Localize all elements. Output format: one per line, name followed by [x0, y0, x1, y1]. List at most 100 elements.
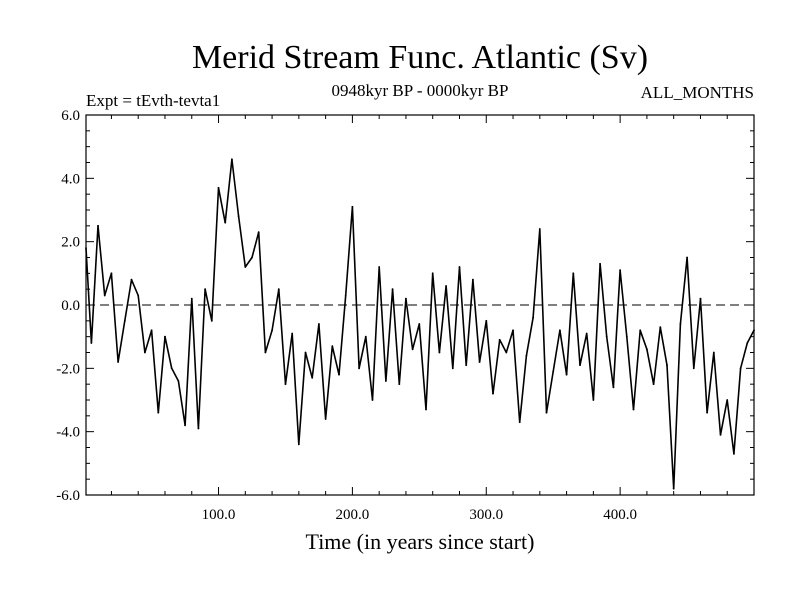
data-point — [599, 262, 601, 265]
data-point — [117, 361, 120, 363]
data-point — [364, 335, 367, 338]
data-point — [512, 329, 514, 332]
data-point — [565, 373, 568, 376]
data-point — [231, 158, 233, 161]
data-point — [210, 319, 213, 322]
data-point — [659, 326, 662, 329]
data-point — [277, 288, 280, 291]
data-point — [451, 367, 454, 370]
data-point — [164, 335, 166, 338]
data-point — [726, 399, 729, 401]
data-point — [733, 452, 735, 455]
data-point — [150, 329, 153, 332]
data-point — [237, 215, 240, 218]
data-point — [204, 288, 207, 291]
data-point — [224, 221, 227, 224]
x-tick-label: 200.0 — [336, 507, 370, 523]
data-point — [311, 376, 314, 379]
data-point — [478, 361, 481, 363]
data-point — [425, 408, 427, 411]
data-point — [103, 294, 106, 297]
data-point — [471, 278, 474, 281]
data-point — [257, 231, 260, 234]
data-point — [184, 424, 186, 427]
data-point — [753, 329, 755, 332]
y-tick-label: 4.0 — [61, 171, 80, 187]
y-tick-label: 0.0 — [61, 298, 80, 314]
data-point — [344, 294, 347, 297]
data-point — [686, 256, 688, 259]
data-point — [405, 297, 407, 300]
months-label: ALL_MONTHS — [641, 83, 754, 102]
data-point — [411, 348, 414, 351]
data-point — [190, 297, 193, 300]
data-point — [264, 351, 267, 354]
data-point — [558, 329, 561, 332]
data-point — [85, 247, 87, 249]
y-tick-label: -4.0 — [56, 425, 80, 441]
chart-title: Merid Stream Func. Atlantic (Sv) — [192, 39, 648, 76]
y-axis: -6.0 -4.0 -2.0 0.0 2.0 4.0 6.0 — [56, 108, 754, 504]
series-points — [85, 158, 755, 490]
data-point — [505, 351, 508, 354]
data-point — [144, 351, 146, 354]
data-point — [177, 380, 180, 382]
y-tick-label: -2.0 — [56, 361, 80, 377]
data-point — [324, 418, 327, 420]
y-tick-label: 6.0 — [61, 108, 80, 124]
data-point — [646, 348, 648, 351]
data-point — [157, 411, 160, 414]
data-point — [652, 383, 655, 386]
data-point — [699, 297, 702, 300]
data-point — [331, 345, 334, 348]
data-point — [625, 335, 628, 338]
data-point — [666, 364, 668, 367]
data-point — [679, 323, 682, 325]
data-point — [418, 323, 421, 325]
data-point — [304, 351, 307, 354]
x-axis-label: Time (in years since start) — [306, 529, 535, 554]
data-point — [271, 329, 273, 332]
data-point — [384, 380, 387, 382]
data-point — [90, 342, 93, 344]
x-tick-label: 300.0 — [469, 507, 503, 523]
data-point — [284, 383, 287, 386]
x-tick-label: 400.0 — [603, 507, 637, 523]
data-point — [251, 256, 253, 259]
data-point — [672, 487, 675, 490]
y-tick-label: 2.0 — [61, 235, 80, 251]
data-point — [465, 364, 468, 367]
data-point — [291, 332, 294, 335]
x-tick-label: 100.0 — [202, 507, 236, 523]
data-point — [692, 367, 695, 370]
data-point — [351, 205, 354, 208]
data-point — [371, 399, 374, 401]
data-point — [706, 411, 709, 414]
data-point — [612, 386, 615, 389]
data-point — [552, 370, 555, 373]
data-point — [538, 228, 541, 230]
data-point — [592, 399, 595, 401]
data-point — [217, 186, 220, 189]
experiment-label: Expt = tEvth-tevta1 — [86, 91, 220, 110]
data-point — [398, 383, 401, 386]
data-point — [579, 364, 581, 367]
data-point — [137, 294, 140, 297]
time-range-label: 0948kyr BP - 0000kyr BP — [332, 81, 509, 100]
data-point — [297, 443, 300, 446]
data-point — [739, 367, 742, 370]
x-axis: 100.0 200.0 300.0 400.0 — [110, 115, 728, 523]
data-point — [525, 354, 528, 357]
data-point — [130, 278, 133, 281]
data-point — [632, 408, 635, 411]
data-point — [712, 351, 715, 354]
data-point — [619, 269, 622, 272]
data-point — [97, 224, 99, 227]
data-point — [458, 266, 461, 268]
data-point — [110, 272, 113, 275]
y-tick-label: -6.0 — [56, 488, 80, 504]
data-point — [518, 421, 521, 424]
data-point — [746, 342, 749, 344]
data-point — [123, 319, 126, 322]
